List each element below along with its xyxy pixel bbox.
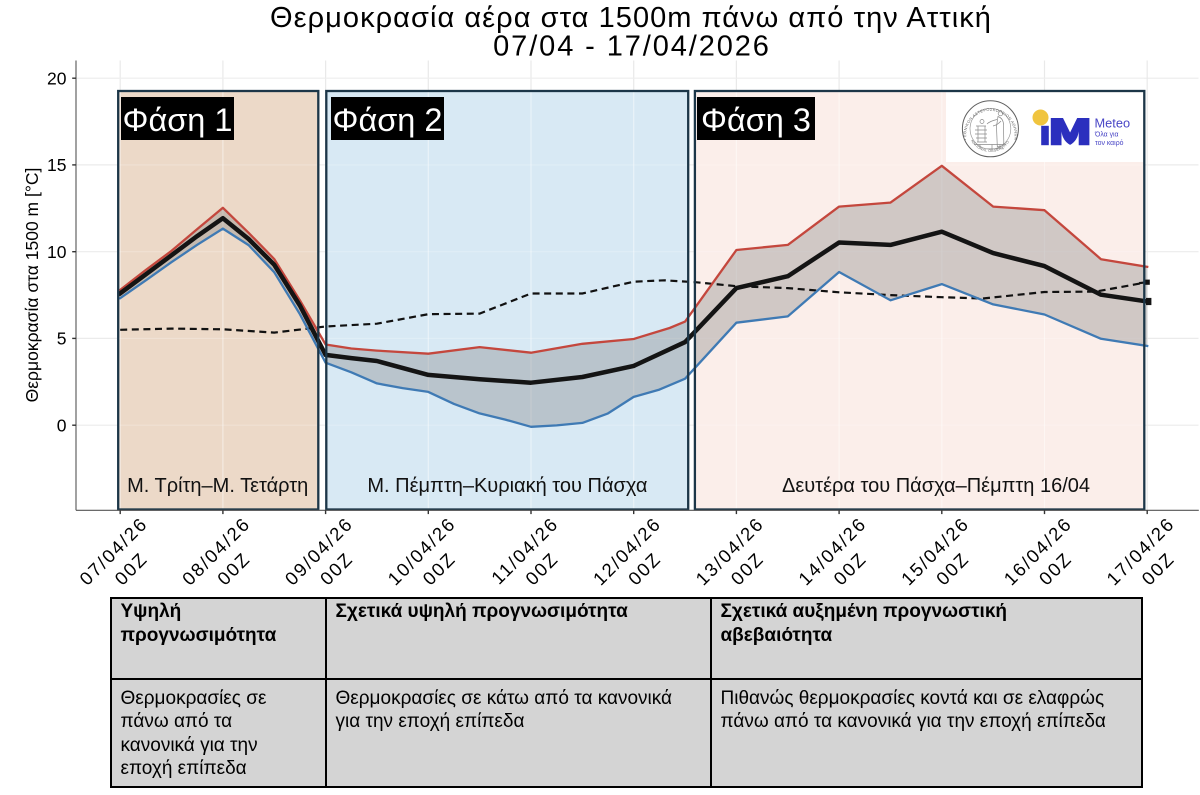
svg-text:20: 20 <box>47 68 67 88</box>
svg-text:Μ. Τρίτη–Μ. Τετάρτη: Μ. Τρίτη–Μ. Τετάρτη <box>127 475 308 497</box>
svg-text:Μ. Πέμπτη–Κυριακή του Πάσχα: Μ. Πέμπτη–Κυριακή του Πάσχα <box>367 475 647 497</box>
svg-text:5: 5 <box>57 329 67 349</box>
svg-text:Φάση 2: Φάση 2 <box>333 102 443 138</box>
svg-text:Θερμοκρασία αέρα στα 1500m πάν: Θερμοκρασία αέρα στα 1500m πάνω από την … <box>270 2 992 34</box>
svg-text:Δευτέρα του Πάσχα–Πέμπτη 16/04: Δευτέρα του Πάσχα–Πέμπτη 16/04 <box>782 475 1090 497</box>
svg-text:Φάση 3: Φάση 3 <box>701 102 811 138</box>
svg-text:10: 10 <box>47 242 67 262</box>
svg-text:τον καιρό: τον καιρό <box>1095 139 1124 147</box>
svg-text:Όλα για: Όλα για <box>1094 132 1119 139</box>
svg-text:07/04 - 17/04/2026: 07/04 - 17/04/2026 <box>493 31 771 63</box>
svg-text:Φάση 1: Φάση 1 <box>123 102 233 138</box>
svg-text:Meteo: Meteo <box>1095 115 1131 130</box>
svg-text:Θερμοκρασία στα 1500 m [°C]: Θερμοκρασία στα 1500 m [°C] <box>22 168 42 403</box>
svg-text:15: 15 <box>47 155 66 175</box>
svg-text:0: 0 <box>57 415 67 435</box>
